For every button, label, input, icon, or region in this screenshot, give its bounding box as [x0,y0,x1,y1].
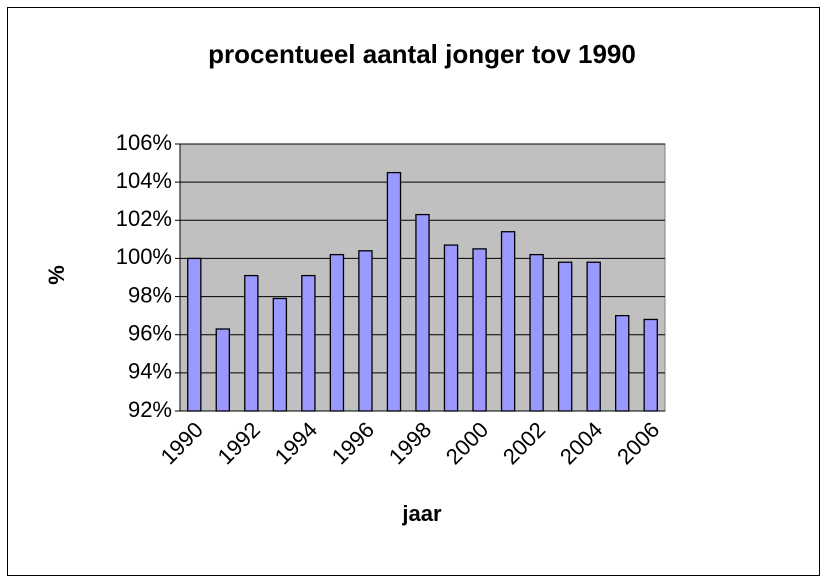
bar [272,297,288,412]
y-tick-label: 92% [128,397,172,422]
y-axis-label: % [44,265,69,285]
bar [215,328,231,412]
bar [614,314,630,412]
chart-title: procentueel aantal jonger tov 1990 [208,39,636,69]
bar [187,257,202,412]
bar [358,250,373,412]
bar [301,274,316,412]
bar [643,318,658,412]
bar [443,244,459,412]
bar [386,171,402,412]
bar [472,248,487,412]
y-tick-label: 96% [128,321,172,346]
bar [244,274,259,412]
y-tick-label: 106% [116,130,172,155]
y-tick-label: 102% [116,206,172,231]
bar [529,253,544,412]
y-tick-label: 98% [128,282,172,307]
y-tick-label: 94% [128,359,172,384]
bar [500,231,516,412]
bar [415,213,430,412]
x-axis-label: jaar [401,501,442,526]
bar [557,261,573,412]
bar [586,261,601,412]
y-tick-label: 100% [116,244,172,269]
bar [329,253,345,412]
y-tick-label: 104% [116,168,172,193]
